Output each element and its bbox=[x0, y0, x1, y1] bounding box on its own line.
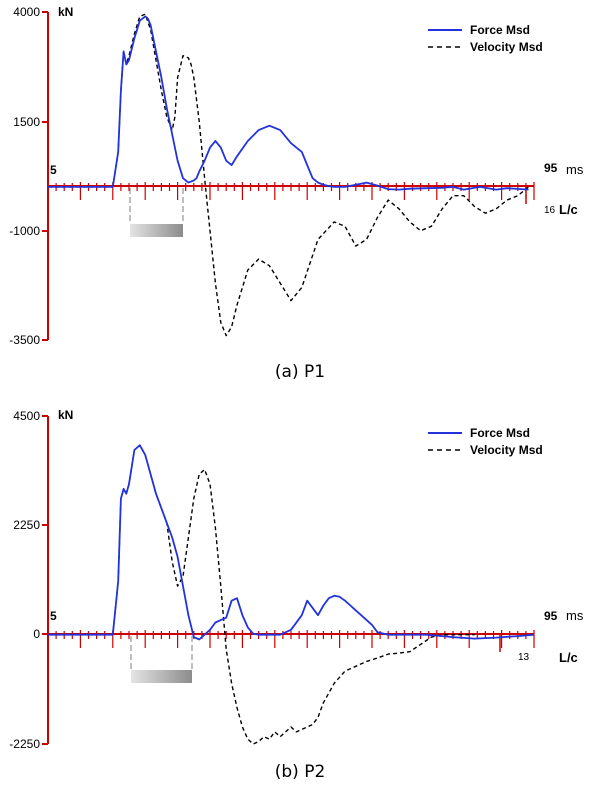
series-group bbox=[48, 444, 535, 745]
lc-value-label: 16 bbox=[544, 205, 556, 216]
legend-velocity-label: Velocity Msd bbox=[470, 443, 543, 457]
lc-label: L/c bbox=[559, 650, 578, 665]
analysis-window-bar bbox=[131, 670, 192, 683]
caption-p2: (b) P2 bbox=[275, 762, 326, 782]
time-start-label: 5 bbox=[50, 609, 57, 623]
lc-label: L/c bbox=[559, 202, 578, 217]
y-tick-label: -3500 bbox=[9, 333, 40, 347]
time-unit-label: ms bbox=[566, 608, 584, 623]
y-tick-label: 1500 bbox=[13, 115, 40, 129]
y-tick-label: 2250 bbox=[13, 518, 40, 532]
lc-value-label: 13 bbox=[518, 652, 530, 663]
force-msd-line bbox=[48, 15, 529, 191]
legend-force-label: Force Msd bbox=[470, 23, 530, 37]
legend-force-label: Force Msd bbox=[470, 426, 530, 440]
units-label: kN bbox=[58, 408, 73, 422]
units-label: kN bbox=[58, 5, 73, 19]
time-end-label: 95 bbox=[544, 161, 558, 175]
y-tick-label: 4000 bbox=[13, 5, 40, 19]
velocity-msd-line bbox=[48, 13, 530, 337]
caption-p1: (a) P1 bbox=[275, 362, 325, 382]
panel-p2: 4500 2250 0 -2250 kN 5 95 ms 13 L/c Forc… bbox=[9, 408, 584, 751]
y-tick-label: -2250 bbox=[9, 737, 40, 751]
series-group bbox=[48, 13, 530, 337]
y-tick-label: 0 bbox=[33, 627, 40, 641]
time-end-label: 95 bbox=[544, 609, 558, 623]
legend-velocity-label: Velocity Msd bbox=[470, 40, 543, 54]
velocity-msd-line bbox=[48, 444, 475, 745]
y-tick-label: 4500 bbox=[13, 409, 40, 423]
y-tick-label: -1000 bbox=[9, 224, 40, 238]
time-start-label: 5 bbox=[50, 163, 57, 177]
panel-p1: 4000 1500 -1000 -3500 kN 5 95 ms 16 L/c … bbox=[9, 5, 584, 347]
time-axis-ticks bbox=[47, 182, 535, 204]
force-msd-line bbox=[48, 444, 535, 641]
time-axis-ticks bbox=[47, 630, 535, 652]
time-unit-label: ms bbox=[566, 162, 584, 177]
analysis-window-bar bbox=[130, 224, 183, 237]
